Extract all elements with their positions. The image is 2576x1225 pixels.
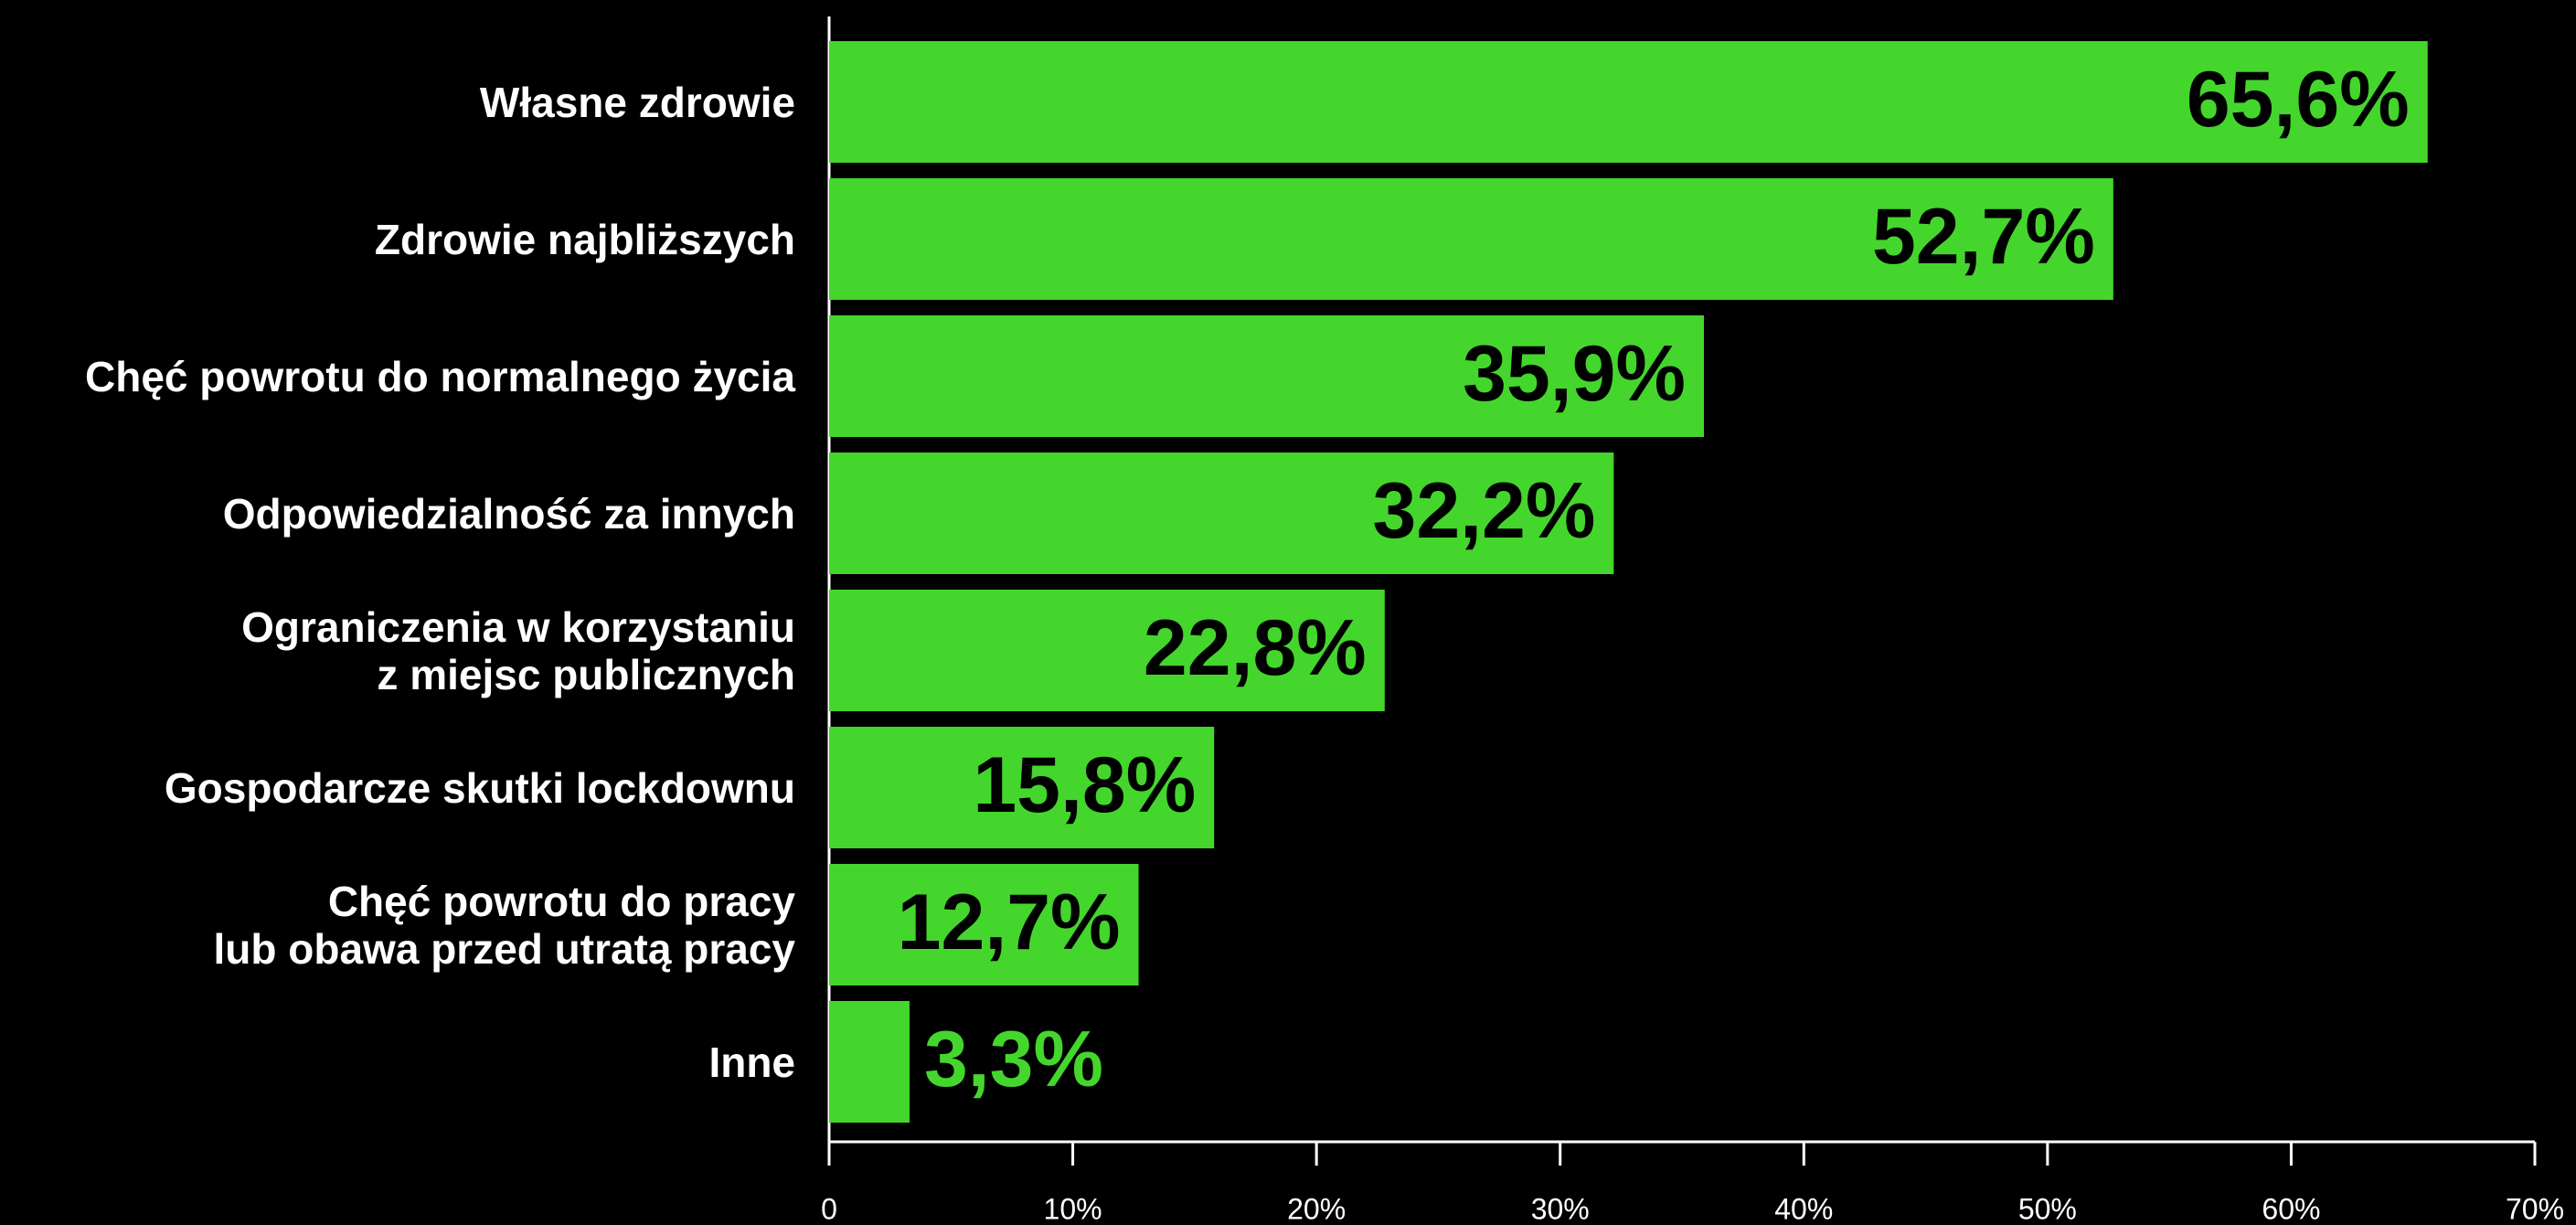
category-label: Zdrowie najbliższych [374,215,795,263]
x-tick-label: 10% [1044,1192,1102,1225]
value-label: 12,7% [898,879,1121,966]
bar [829,1001,910,1123]
category-label: Odpowiedzialność za innych [222,489,795,538]
x-tick-label: 50% [2018,1192,2077,1225]
bar [829,727,1215,848]
value-label: 35,9% [1463,330,1686,418]
x-tick-label: 40% [1774,1192,1833,1225]
value-label: 22,8% [1144,604,1367,692]
x-tick-label: 70% [2506,1192,2564,1225]
x-tick-label: 30% [1531,1192,1590,1225]
bar [829,590,1385,711]
bar [829,453,1614,574]
value-label: 52,7% [1872,193,2095,281]
x-tick-label: 20% [1287,1192,1346,1225]
category-label: Ograniczenia w korzystaniu z miejsc publ… [241,602,795,698]
x-tick-label: 60% [2262,1192,2320,1225]
bar [829,178,2113,300]
value-label: 15,8% [973,741,1196,829]
bar [829,41,2428,163]
category-label: Chęć powrotu do pracy lub obawa przed ut… [213,877,795,973]
x-tick-label: 0 [821,1192,837,1225]
value-label: 32,2% [1373,467,1596,555]
bar [829,315,1704,437]
bar [829,864,1139,985]
category-label: Chęć powrotu do normalnego życia [85,352,795,400]
category-label: Gospodarcze skutki lockdownu [164,763,795,812]
category-label: Własne zdrowie [479,78,795,126]
category-label: Inne [708,1038,795,1086]
value-label: 65,6% [2187,56,2410,144]
value-label: 3,3% [924,1016,1103,1103]
